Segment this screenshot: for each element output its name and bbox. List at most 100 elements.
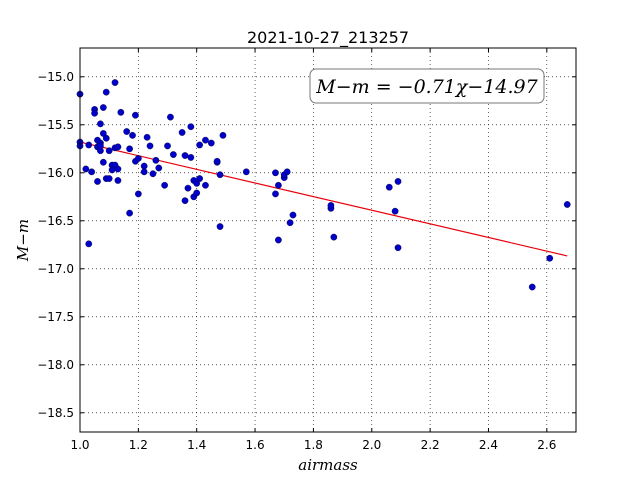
data-point (187, 123, 195, 131)
y-tick-label: −17.0 (37, 262, 74, 276)
y-tick-label: −15.0 (37, 70, 74, 84)
data-point (91, 109, 98, 117)
data-point (528, 283, 536, 291)
y-tick-label: −15.5 (37, 118, 74, 132)
data-point (164, 142, 171, 150)
data-point (193, 189, 201, 197)
data-point (196, 141, 203, 149)
data-point (105, 147, 113, 155)
data-point (202, 136, 209, 144)
data-point (216, 223, 224, 230)
data-point (82, 165, 90, 173)
x-tick-label: 1.2 (129, 438, 148, 452)
data-point (102, 88, 110, 96)
data-point (146, 142, 154, 150)
data-point (114, 177, 122, 184)
data-point (149, 170, 157, 178)
grid-lines (79, 48, 576, 432)
data-point (167, 113, 174, 121)
data-point (129, 132, 136, 139)
y-axis-label: M−m (14, 219, 32, 262)
data-point (140, 168, 148, 176)
x-tick-label: 2.6 (537, 438, 556, 452)
data-point (394, 244, 402, 252)
data-point (97, 120, 104, 128)
fit-line (79, 141, 568, 257)
data-point (272, 190, 279, 198)
data-point (126, 209, 133, 217)
data-point (135, 190, 142, 198)
data-point (126, 145, 133, 153)
y-tick-label: −18.5 (37, 406, 74, 420)
data-point (181, 197, 189, 204)
data-point (394, 178, 402, 185)
data-point (207, 139, 215, 147)
x-tick-label: 1.0 (70, 438, 89, 452)
data-point (213, 157, 221, 165)
data-point (216, 171, 224, 179)
data-point (563, 201, 571, 208)
data-point (152, 156, 160, 164)
data-point (94, 178, 101, 185)
data-point (327, 202, 335, 209)
plot-frame (79, 47, 577, 433)
data-point (105, 175, 113, 182)
data-point (275, 236, 282, 244)
data-point (132, 111, 139, 119)
data-point (123, 128, 131, 135)
data-point (272, 169, 279, 177)
y-tick-label: −18.0 (37, 358, 74, 372)
data-point (102, 134, 110, 142)
x-tick-label: 1.4 (187, 438, 206, 452)
y-tick-label: −16.0 (37, 166, 74, 180)
data-point (99, 104, 107, 111)
x-tick-label: 2.4 (479, 438, 498, 452)
data-point (385, 183, 393, 191)
fit-equation-box: M−m = −0.71χ−14.97 (309, 68, 545, 104)
data-point (97, 142, 104, 150)
data-point (135, 155, 142, 162)
data-point (155, 164, 163, 172)
data-point (161, 181, 168, 189)
data-point (88, 168, 96, 176)
data-point (184, 184, 192, 192)
data-point (181, 152, 189, 159)
y-tick-label: −16.5 (37, 214, 74, 228)
data-point (283, 168, 291, 176)
x-axis-label: airmass (298, 456, 358, 474)
data-point (114, 165, 122, 173)
data-point (242, 168, 250, 176)
x-tick-labels: 1.0 1.2 1.4 1.6 1.8 2.0 2.2 2.4 2.6 (70, 438, 556, 452)
data-point (114, 143, 122, 151)
fit-line-layer (79, 141, 568, 257)
data-point (546, 254, 554, 262)
data-point (143, 133, 151, 141)
data-point (330, 233, 338, 241)
y-tick-label: −17.5 (37, 310, 74, 324)
data-point (117, 108, 125, 116)
x-tick-label: 1.8 (304, 438, 323, 452)
data-point (85, 141, 93, 149)
data-point (219, 132, 227, 139)
x-tick-label: 2.2 (421, 438, 440, 452)
data-point (202, 181, 209, 189)
data-point (391, 207, 399, 215)
data-point (111, 79, 119, 86)
x-tick-label: 1.6 (246, 438, 265, 452)
data-point (196, 175, 203, 182)
y-tick-labels: −15.0 −15.5 −16.0 −16.5 −17.0 −17.5 −18.0 −18.5 (37, 70, 74, 420)
fit-equation-frame (309, 68, 545, 104)
data-point (187, 154, 195, 161)
data-point (140, 162, 148, 170)
fit-equation: M−m = −0.71χ−14.97 (315, 76, 538, 98)
data-point (275, 181, 282, 189)
data-point (289, 211, 297, 219)
x-tick-label: 2.0 (362, 438, 381, 452)
data-point (286, 219, 294, 227)
data-point (178, 129, 186, 136)
data-point (170, 151, 177, 158)
chart-title: 2021-10-27_213257 (247, 28, 409, 48)
axis-ticks (79, 48, 576, 432)
data-points (76, 79, 571, 291)
